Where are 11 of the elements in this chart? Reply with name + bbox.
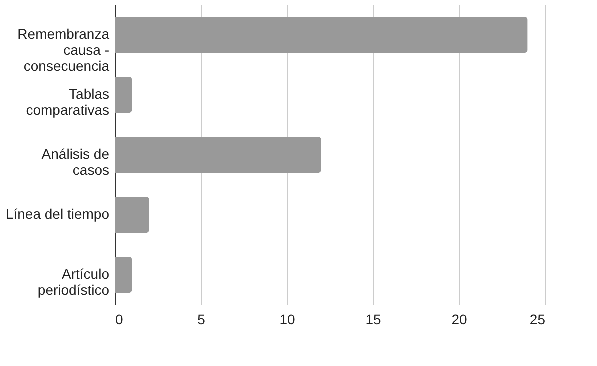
y-tick-label: Análisis de casos <box>42 146 110 178</box>
y-tick-label: Línea del tiempo <box>6 206 110 222</box>
x-tick-label: 20 <box>452 312 468 328</box>
y-tick-label: Remembranza causa - consecuencia <box>18 26 110 74</box>
x-tick-label: 5 <box>198 312 206 328</box>
y-tick-label: Tablas comparativas <box>26 86 110 118</box>
y-tick-label: Artículo periodístico <box>38 266 110 298</box>
x-tick-label: 10 <box>280 312 296 328</box>
x-tick-label: 25 <box>530 312 546 328</box>
x-tick-label: 15 <box>366 312 382 328</box>
x-tick-label: 0 <box>116 312 124 328</box>
